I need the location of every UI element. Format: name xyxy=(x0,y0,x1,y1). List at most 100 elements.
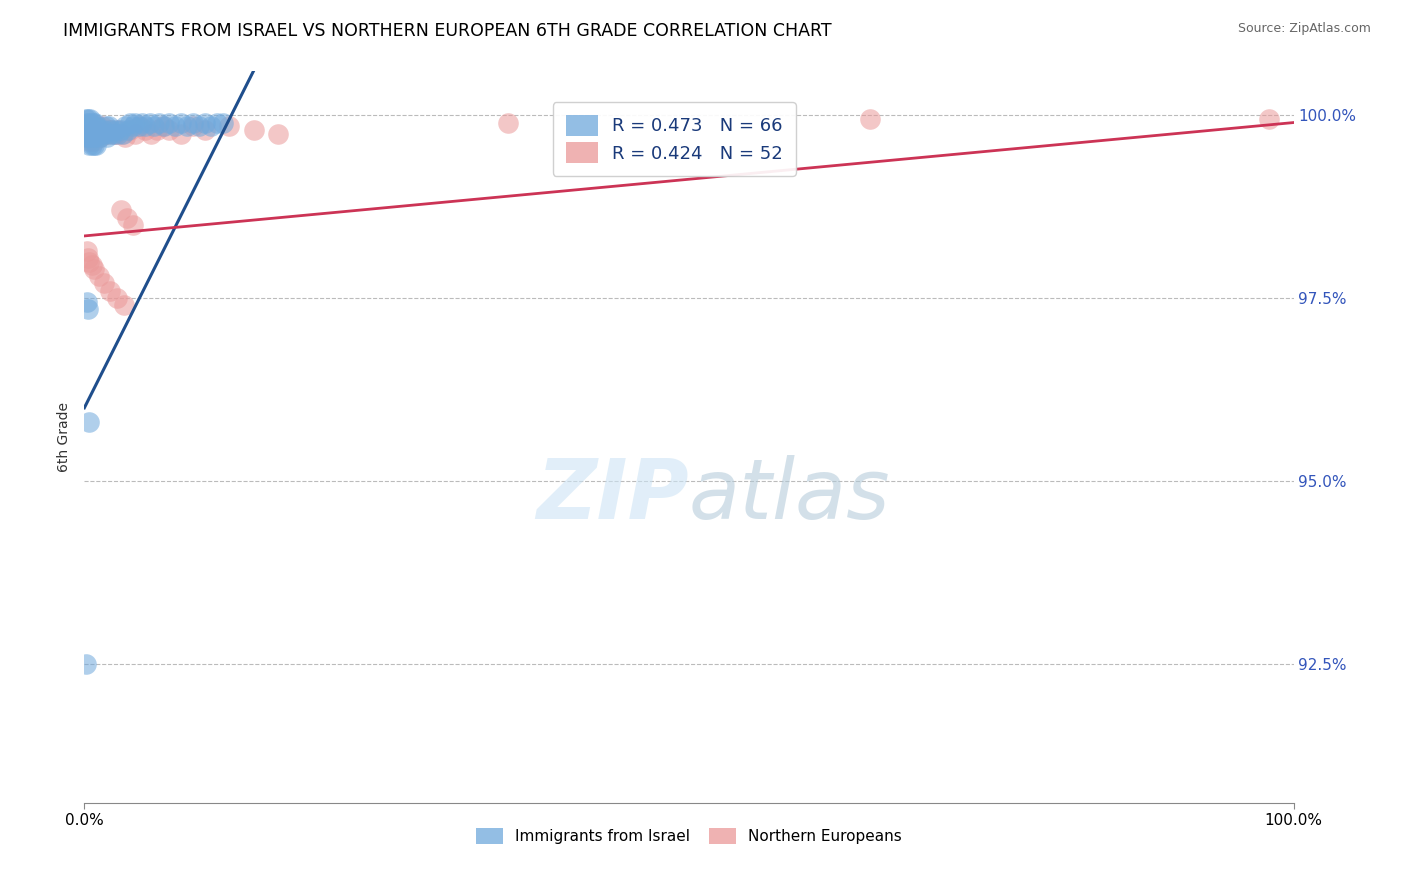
Point xyxy=(76,115,98,129)
Point xyxy=(112,127,135,141)
Text: ZIP: ZIP xyxy=(536,455,689,536)
Point xyxy=(80,258,103,272)
Point xyxy=(139,127,162,141)
Point xyxy=(98,127,121,141)
Y-axis label: 6th Grade: 6th Grade xyxy=(58,402,72,472)
Point xyxy=(79,123,101,137)
Point xyxy=(170,127,193,141)
Point xyxy=(114,120,136,134)
Point xyxy=(152,120,174,134)
Point xyxy=(96,130,118,145)
Point xyxy=(86,123,108,137)
Point xyxy=(200,120,222,134)
Point xyxy=(75,112,97,126)
Point xyxy=(218,120,240,134)
Point xyxy=(97,123,120,137)
Point xyxy=(143,120,166,134)
Point xyxy=(131,115,153,129)
Point xyxy=(121,218,143,232)
Point xyxy=(91,120,114,134)
Point xyxy=(77,127,100,141)
Point xyxy=(165,120,187,134)
Point xyxy=(148,115,170,129)
Point xyxy=(76,130,98,145)
Point xyxy=(138,115,160,129)
Point xyxy=(76,130,98,145)
Point xyxy=(83,120,105,134)
Point xyxy=(114,130,136,145)
Legend: Immigrants from Israel, Northern Europeans: Immigrants from Israel, Northern Europea… xyxy=(470,822,908,850)
Point xyxy=(194,115,217,129)
Point xyxy=(103,127,125,141)
Point xyxy=(75,120,97,134)
Point xyxy=(77,137,100,152)
Point xyxy=(94,127,117,141)
Point xyxy=(134,120,156,134)
Point xyxy=(82,130,104,145)
Point xyxy=(77,130,100,145)
Point xyxy=(93,123,115,137)
Point xyxy=(112,298,135,312)
Point xyxy=(107,123,129,137)
Point xyxy=(94,127,117,141)
Point xyxy=(75,657,97,671)
Point xyxy=(79,123,101,137)
Point xyxy=(79,112,101,126)
Point xyxy=(89,130,111,145)
Point xyxy=(83,134,105,148)
Point xyxy=(80,134,103,148)
Point xyxy=(83,137,105,152)
Point xyxy=(86,120,108,134)
Point xyxy=(267,127,290,141)
Point xyxy=(76,294,98,309)
Point xyxy=(111,127,134,141)
Point xyxy=(120,123,142,137)
Point xyxy=(146,123,169,137)
Point xyxy=(157,123,180,137)
Point xyxy=(84,123,107,137)
Point xyxy=(859,112,882,126)
Point xyxy=(110,123,132,137)
Point xyxy=(77,115,100,129)
Text: atlas: atlas xyxy=(689,455,890,536)
Point xyxy=(188,120,211,134)
Point xyxy=(89,130,111,145)
Point xyxy=(120,115,142,129)
Point xyxy=(98,284,121,298)
Point xyxy=(124,127,146,141)
Point xyxy=(97,120,120,134)
Point xyxy=(100,123,122,137)
Point xyxy=(77,123,100,137)
Text: IMMIGRANTS FROM ISRAEL VS NORTHERN EUROPEAN 6TH GRADE CORRELATION CHART: IMMIGRANTS FROM ISRAEL VS NORTHERN EUROP… xyxy=(63,22,832,40)
Point xyxy=(176,120,198,134)
Point xyxy=(84,115,107,129)
Point xyxy=(170,115,193,129)
Point xyxy=(87,269,110,284)
Point xyxy=(100,123,122,137)
Point xyxy=(80,137,103,152)
Point xyxy=(84,130,107,145)
Point xyxy=(87,127,110,141)
Point xyxy=(181,115,204,129)
Point xyxy=(110,203,132,218)
Point xyxy=(157,115,180,129)
Point xyxy=(76,123,98,137)
Point xyxy=(76,244,98,258)
Point xyxy=(90,123,112,137)
Point xyxy=(207,115,229,129)
Point xyxy=(77,134,100,148)
Point xyxy=(124,115,146,129)
Point xyxy=(153,120,176,134)
Point xyxy=(77,251,100,265)
Point xyxy=(80,120,103,134)
Point xyxy=(96,127,118,141)
Point xyxy=(94,120,117,134)
Point xyxy=(104,123,127,137)
Point xyxy=(79,130,101,145)
Point xyxy=(242,123,264,137)
Point xyxy=(134,123,156,137)
Point xyxy=(194,123,217,137)
Point xyxy=(115,211,138,225)
Point xyxy=(86,120,108,134)
Point xyxy=(107,127,129,141)
